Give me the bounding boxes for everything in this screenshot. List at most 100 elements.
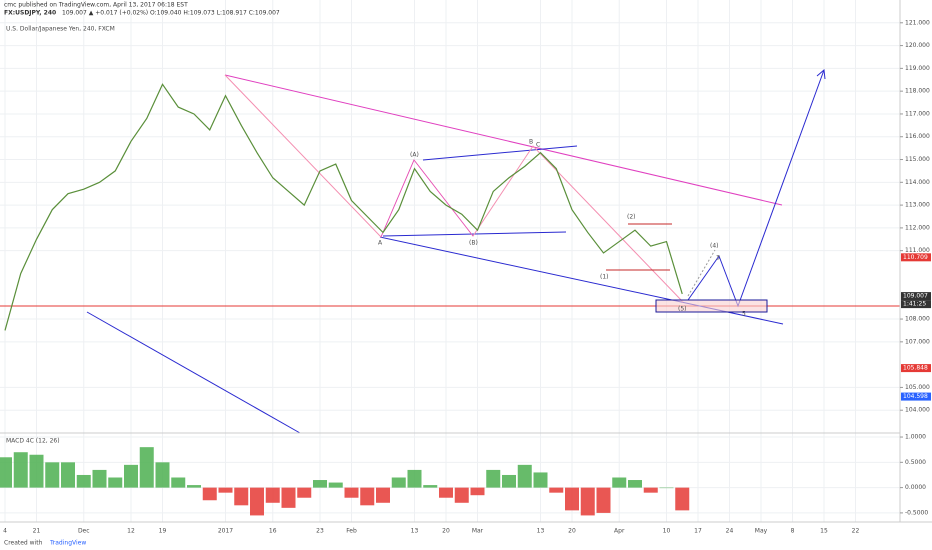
y-tick-label: 121.000 xyxy=(905,19,930,26)
histogram-bar xyxy=(155,462,170,488)
wave-abc xyxy=(380,159,474,238)
annotation: 3 xyxy=(716,255,720,262)
y-tick-label: 115.000 xyxy=(905,156,930,163)
y-tick-label: 104.000 xyxy=(905,407,930,414)
x-tick-label: 16 xyxy=(269,528,277,535)
y-tick-label: 114.000 xyxy=(905,179,930,186)
countdown: 1:41:25 xyxy=(903,301,926,308)
histogram-bar xyxy=(61,462,75,488)
histogram-bar xyxy=(124,464,138,488)
y-tick-label: 113.000 xyxy=(905,202,930,209)
annotation: 5 xyxy=(742,311,746,318)
histogram-bar xyxy=(344,487,359,498)
y-tick-label: -0.5000 xyxy=(905,509,928,516)
histogram-bar xyxy=(218,487,233,493)
histogram-bar xyxy=(281,487,296,508)
annotation: (4) xyxy=(710,243,719,250)
histogram-bar xyxy=(139,447,154,488)
y-tick-label: 117.000 xyxy=(905,110,930,117)
histogram-bar xyxy=(439,487,453,498)
projection xyxy=(687,249,716,297)
price-label: 105.848 xyxy=(903,365,928,372)
footer-brand[interactable]: TradingView xyxy=(49,540,86,547)
x-tick-label: 10 xyxy=(663,528,671,535)
price-label-box xyxy=(901,253,931,262)
histogram-bar xyxy=(313,480,327,488)
histogram-bar xyxy=(13,452,28,488)
price-label-box xyxy=(901,364,931,373)
x-tick-label: Feb xyxy=(346,528,357,535)
x-tick-label: 20 xyxy=(442,528,450,535)
histogram-bar xyxy=(628,480,642,488)
y-tick-label: 118.000 xyxy=(905,88,930,95)
y-tick-label: 108.000 xyxy=(905,316,930,323)
x-tick-label: 2017 xyxy=(218,528,233,535)
y-tick-label: 119.000 xyxy=(905,65,930,72)
histogram-bar xyxy=(470,487,485,496)
histogram-bar xyxy=(234,487,249,506)
histogram-bar xyxy=(580,487,595,516)
plot xyxy=(0,83,690,516)
price-label: 110.709 xyxy=(903,254,928,261)
x-tick-label: Dec xyxy=(78,528,90,535)
histogram-bar xyxy=(171,477,186,488)
trend-line xyxy=(86,311,301,434)
x-tick-label: Apr xyxy=(614,528,625,535)
grid xyxy=(0,0,900,522)
x-tick-label: 24 xyxy=(726,528,734,535)
x-tick-label: 15 xyxy=(820,528,828,535)
annotation: (B) xyxy=(469,240,478,247)
symbol: FX:USDJPY, 240 xyxy=(4,10,56,17)
histogram-bar xyxy=(76,474,91,488)
histogram-bar xyxy=(297,487,312,498)
y-tick-label: 1.0000 xyxy=(905,434,926,441)
channel-top xyxy=(224,74,783,206)
indicator-title: MACD 4C (12, 26) xyxy=(6,438,60,445)
histogram-bar xyxy=(187,485,201,488)
histogram-bar xyxy=(29,454,44,488)
histogram-bar xyxy=(391,477,406,488)
drawings xyxy=(0,69,900,434)
y-tick-label: 107.000 xyxy=(905,338,930,345)
histogram-bar xyxy=(407,469,422,488)
price-label: 104.598 xyxy=(903,393,928,400)
x-tick-label: 8 xyxy=(791,528,795,535)
y-tick-label: 105.000 xyxy=(905,384,930,391)
histogram-bar xyxy=(486,469,501,488)
histogram-bar xyxy=(92,469,107,488)
footer-created: Created with xyxy=(4,540,43,547)
x-tick-label: 12 xyxy=(127,528,135,535)
annotation: (2) xyxy=(627,214,636,221)
histogram-bar xyxy=(596,487,611,513)
x-tick-label: Mar xyxy=(472,528,484,535)
price-label: 109.007 xyxy=(903,293,928,300)
price-label-box xyxy=(901,292,931,301)
x-tick-label: May xyxy=(755,528,768,535)
histogram-bar xyxy=(360,487,375,506)
y-tick-label: 116.000 xyxy=(905,133,930,140)
annotation: (A) xyxy=(410,152,419,159)
histogram-bar xyxy=(45,462,60,488)
histogram-bar xyxy=(675,487,690,511)
histogram-bar xyxy=(549,487,564,493)
x-tick-label: 13 xyxy=(411,528,419,535)
triangle-top xyxy=(422,145,578,161)
histogram-bar xyxy=(0,457,12,488)
target-zone xyxy=(655,299,768,313)
x-tick-label: 17 xyxy=(694,528,702,535)
x-tick-label: 23 xyxy=(316,528,324,535)
x-tick-label: 4 xyxy=(3,528,7,535)
histogram-bar xyxy=(376,487,390,503)
chart-title: U.S. Dollar/Japanese Yen, 240, FXCM xyxy=(6,26,115,33)
histogram-bar xyxy=(533,472,548,488)
histogram-bar xyxy=(643,487,658,493)
annotations: (A) (B) A B C (1) (2) (4) (5) 3 5 xyxy=(378,139,746,318)
x-tick-label: 22 xyxy=(852,528,860,535)
x-tick-label: 21 xyxy=(33,528,41,535)
x-tick-label: 20 xyxy=(568,528,576,535)
x-tick-label: 13 xyxy=(537,528,545,535)
published: cmc published on TradingView.com, April … xyxy=(4,2,188,9)
